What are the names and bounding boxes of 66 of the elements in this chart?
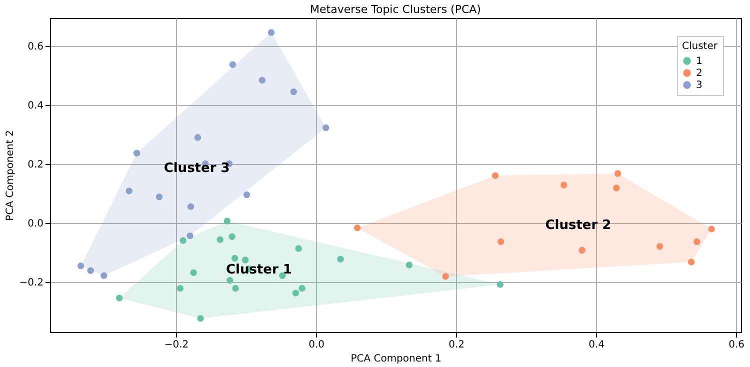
- point: [688, 258, 695, 266]
- point: [290, 88, 297, 96]
- point: [578, 246, 586, 254]
- point: [224, 218, 230, 224]
- point: [442, 273, 449, 280]
- point: [229, 61, 236, 68]
- x-axis-title: PCA Component 1: [350, 354, 442, 364]
- point: [242, 256, 249, 264]
- point: [100, 272, 108, 279]
- point: [226, 277, 234, 284]
- point: [87, 267, 94, 274]
- annotation: Cluster 1: [226, 262, 292, 278]
- point: [231, 254, 238, 262]
- point: [498, 238, 504, 246]
- point: [228, 233, 236, 240]
- legend-label: 1: [696, 56, 702, 67]
- x-tick-label: −0.2: [164, 340, 189, 350]
- y-tick-label: 0.6: [28, 42, 44, 53]
- annotation: Cluster 3: [164, 160, 230, 176]
- point: [295, 245, 302, 252]
- point: [116, 294, 123, 302]
- point: [292, 290, 300, 296]
- legend-label: 2: [696, 68, 702, 79]
- point: [492, 172, 499, 179]
- point: [126, 188, 132, 194]
- legend-label: 3: [696, 80, 702, 91]
- annotation: Cluster 2: [545, 218, 612, 233]
- point: [298, 284, 306, 292]
- chart-title: Metaverse Topic Clusters (PCA): [310, 3, 481, 16]
- point: [194, 134, 202, 141]
- x-tick-label: 0.6: [728, 340, 745, 350]
- point: [322, 124, 330, 132]
- point: [190, 269, 197, 276]
- y-axis-title: PCA Component 2: [5, 130, 16, 221]
- y-tick-label: 0.0: [28, 218, 44, 230]
- point: [133, 150, 140, 157]
- point: [268, 29, 275, 36]
- legend-title: Cluster: [682, 41, 718, 52]
- point: [243, 191, 250, 198]
- point: [77, 262, 84, 270]
- y-tick-label: 0.4: [28, 100, 44, 112]
- x-tick-label: 0.0: [308, 340, 324, 350]
- point: [354, 224, 361, 232]
- point: [614, 170, 622, 177]
- point: [197, 315, 204, 322]
- point: [186, 232, 194, 240]
- point: [176, 284, 184, 292]
- point: [708, 226, 715, 232]
- point: [337, 256, 344, 262]
- point: [156, 193, 163, 200]
- point: [496, 281, 504, 288]
- point: [279, 272, 286, 279]
- point: [180, 237, 186, 244]
- point: [187, 203, 194, 210]
- x-tick-label: 0.4: [588, 340, 605, 350]
- point: [232, 284, 239, 292]
- point: [656, 243, 664, 250]
- y-tick-label: −0.2: [19, 278, 44, 289]
- point: [694, 238, 700, 246]
- point: [560, 182, 568, 188]
- point: [216, 236, 224, 243]
- point: [258, 76, 266, 84]
- point: [406, 262, 413, 268]
- y-tick-label: 0.2: [28, 160, 44, 171]
- x-tick-label: 0.2: [448, 340, 465, 350]
- point: [613, 184, 620, 192]
